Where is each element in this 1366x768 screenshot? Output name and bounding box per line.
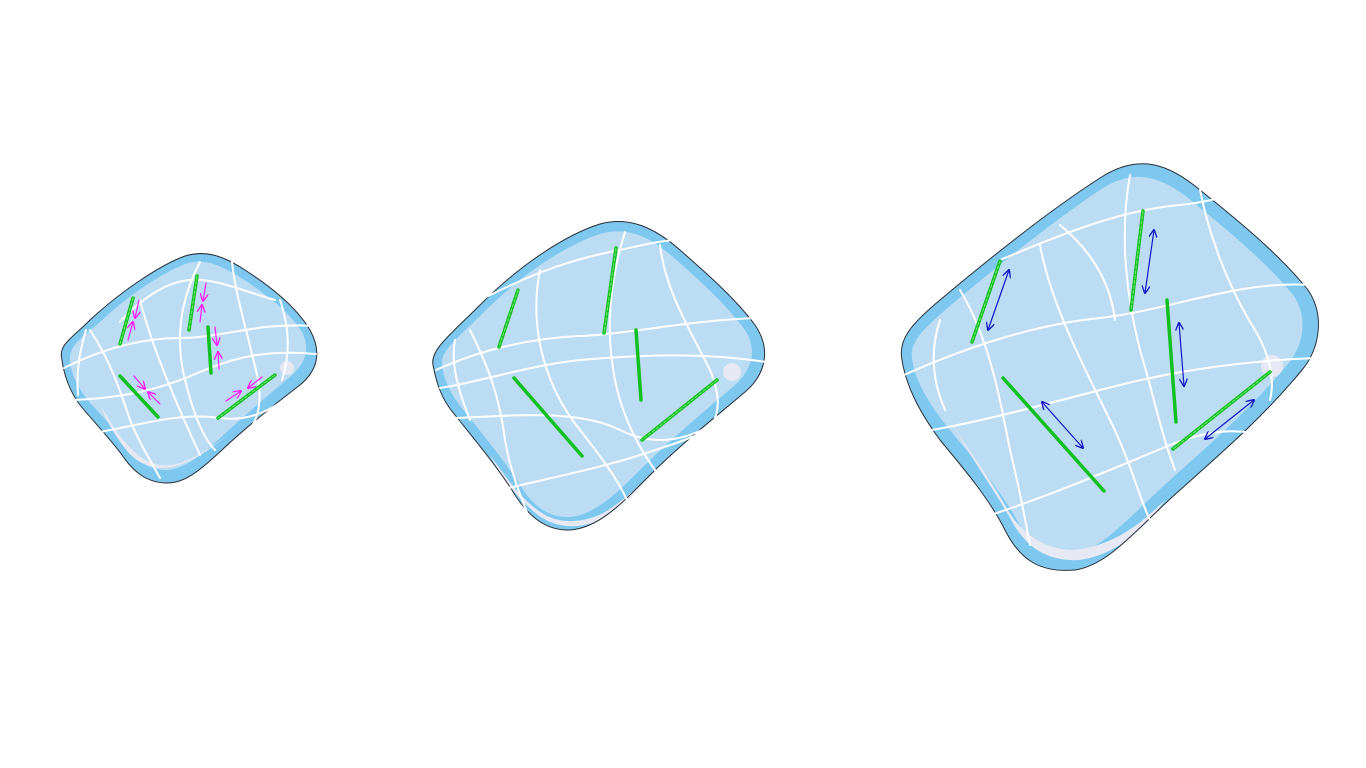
extension-arrow [1179, 323, 1184, 386]
compression-arrow [148, 392, 161, 405]
extension-arrow [988, 270, 1009, 330]
stress-fiber [512, 376, 584, 458]
cell-inner-glow [100, 405, 230, 468]
actin-mesh [63, 261, 317, 479]
extension-arrow [1145, 230, 1154, 293]
extension-arrows [988, 230, 1254, 448]
cell-inner-glow [490, 455, 660, 527]
compression-arrow [203, 282, 206, 301]
cell-outline [60, 253, 318, 484]
stress-fiber [1165, 298, 1178, 424]
panel-stretched [900, 163, 1319, 571]
extension-arrow [1042, 402, 1083, 448]
extension-arrow [1205, 400, 1254, 439]
compression-arrow [248, 376, 263, 388]
compression-arrow [225, 391, 241, 402]
compression-arrow [135, 299, 139, 318]
stress-fiber [118, 374, 160, 419]
compression-arrows [128, 282, 263, 405]
compression-arrow [128, 322, 133, 341]
cell-outline [900, 163, 1319, 571]
stress-fiber [634, 328, 643, 402]
compression-arrow [200, 305, 202, 323]
cell-vesicle [723, 363, 741, 381]
actin-mesh [435, 231, 767, 521]
compression-arrow [215, 326, 217, 345]
panel-rest [432, 221, 767, 531]
panel-contracted [60, 253, 318, 484]
stress-fibers [118, 274, 277, 420]
cell-body [442, 231, 752, 518]
actin-mesh [903, 174, 1319, 546]
stress-fibers [497, 246, 719, 458]
compression-arrow [218, 352, 219, 370]
stress-fiber [206, 325, 213, 375]
compression-arrow [133, 375, 145, 389]
